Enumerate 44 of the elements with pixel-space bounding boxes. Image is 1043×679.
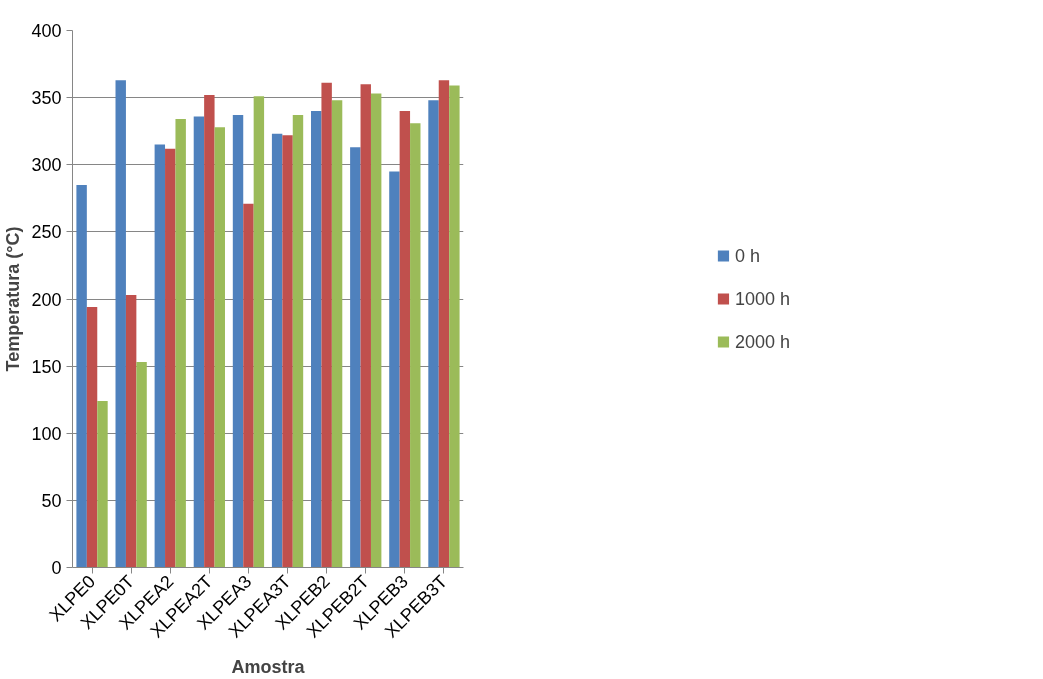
bar: [76, 184, 87, 568]
bar: [292, 115, 304, 568]
bar: [193, 116, 205, 568]
bar: [331, 100, 343, 568]
y-tick-label: 350: [31, 88, 62, 109]
bar: [370, 93, 382, 568]
bar: [438, 80, 450, 568]
y-tick-label: 0: [51, 558, 62, 578]
bar: [311, 111, 322, 568]
bar: [271, 133, 283, 568]
bar: [165, 148, 176, 568]
bar: [97, 401, 108, 568]
bar: [136, 362, 147, 568]
y-tick-label: 300: [31, 155, 62, 176]
bar: [125, 294, 137, 568]
y-tick-label: 100: [31, 423, 62, 444]
bar: [350, 147, 361, 568]
bar: [399, 111, 411, 568]
bar: [410, 123, 421, 568]
y-tick-label: 150: [31, 356, 62, 377]
bar: [428, 100, 439, 568]
bar: [232, 115, 244, 568]
bar: [175, 119, 186, 568]
bar: [389, 171, 400, 568]
bar: [321, 82, 332, 568]
y-tick-label: 50: [41, 490, 62, 511]
bar: [282, 135, 293, 568]
bar: [243, 203, 254, 568]
y-tick-label: 400: [31, 21, 62, 41]
bar: [360, 84, 371, 568]
bar: [449, 85, 460, 568]
legend-label: 2000 h: [734, 331, 791, 352]
bar: [115, 80, 126, 568]
bar: [204, 94, 215, 568]
legend-label: 1000 h: [734, 288, 791, 309]
bar: [154, 144, 166, 568]
bar: [86, 307, 98, 568]
x-axis-title: Amostra: [231, 656, 306, 677]
y-axis-title: Temperatura (°C): [3, 226, 24, 372]
bar: [214, 127, 225, 568]
y-tick-label: 200: [31, 289, 62, 310]
y-tick-label: 250: [31, 222, 62, 243]
bar: [253, 96, 265, 568]
legend-label: 0 h: [734, 245, 760, 266]
